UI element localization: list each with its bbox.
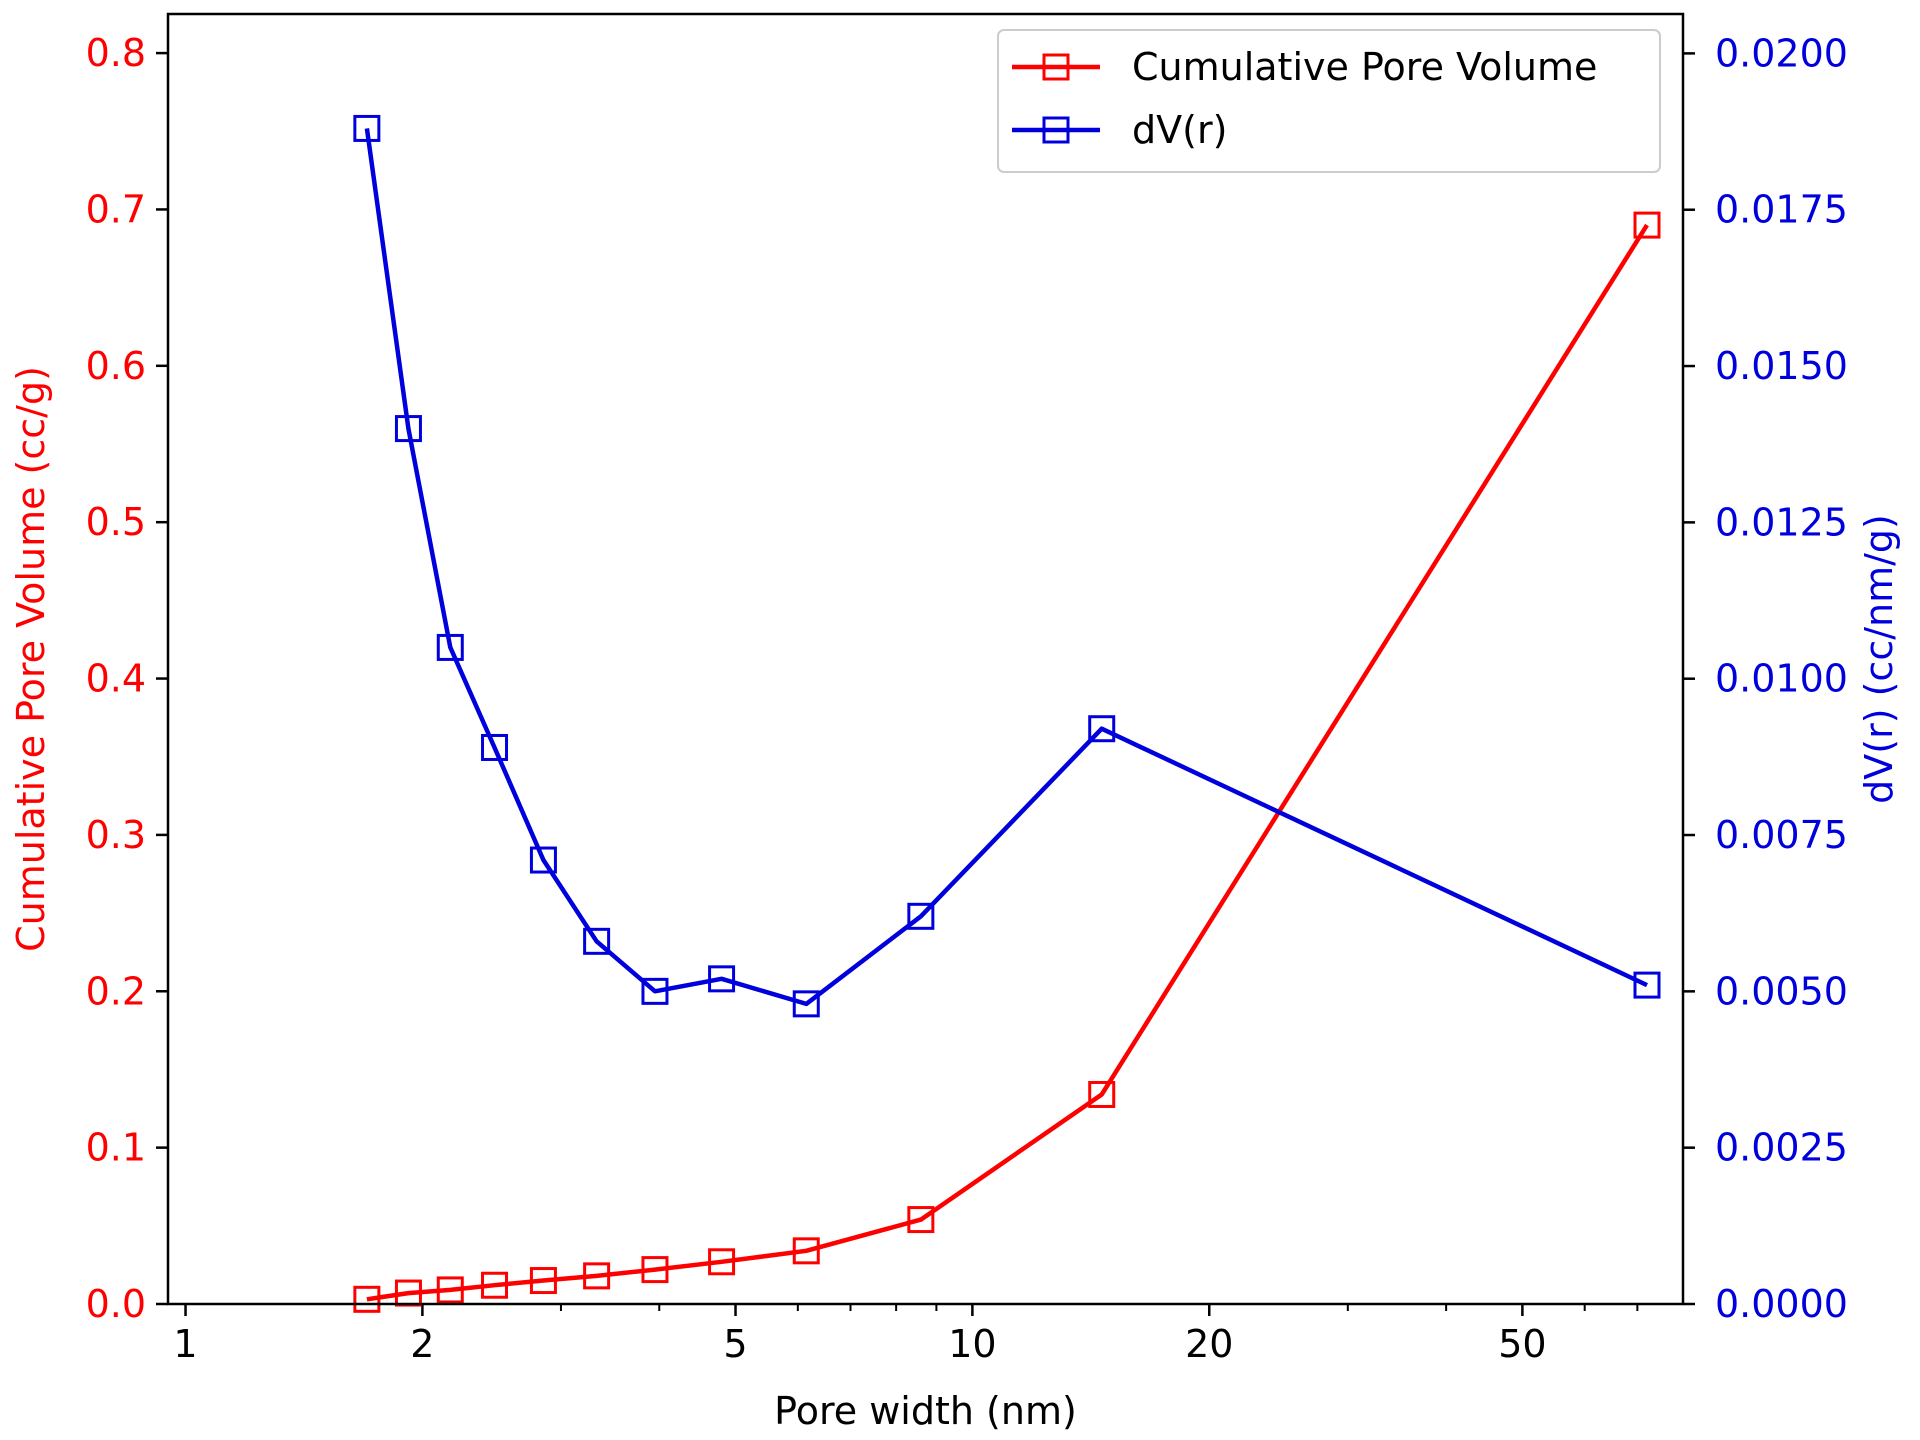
data-point-cumulative — [529, 1267, 557, 1295]
data-point-dv — [708, 965, 736, 993]
data-point-dv — [353, 114, 381, 142]
right-tick-label: 0.0075 — [1715, 813, 1848, 857]
left-tick-label: 0.2 — [86, 969, 146, 1013]
series-layer — [353, 114, 1661, 1313]
series-line-dv — [364, 128, 1648, 1007]
right-tick-label: 0.0050 — [1715, 969, 1848, 1013]
data-point-dv — [907, 902, 935, 930]
left-tick-label: 0.1 — [86, 1126, 146, 1170]
right-tick-label: 0.0175 — [1715, 188, 1848, 232]
legend: Cumulative Pore Volume dV(r) — [997, 29, 1661, 173]
data-point-dv — [1088, 715, 1116, 743]
data-point-dv — [641, 977, 669, 1005]
right-axis-ticks: 0.0000 0.0025 0.0050 0.0075 0.0100 0.0125 0.01… — [1683, 31, 1848, 1326]
x-tick-label: 20 — [1185, 1322, 1233, 1366]
right-tick-label: 0.0200 — [1715, 31, 1848, 75]
left-tick-label: 0.5 — [86, 500, 146, 544]
data-point-cumulative — [907, 1206, 935, 1234]
data-point-dv — [1633, 971, 1661, 999]
left-tick-label: 0.7 — [86, 187, 146, 231]
legend-label-dv: dV(r) — [1132, 108, 1227, 152]
data-point-cumulative — [481, 1271, 509, 1299]
legend-marker-cumulative — [1042, 53, 1070, 81]
data-point-cumulative — [1088, 1080, 1116, 1108]
right-tick-label: 0.0125 — [1715, 500, 1848, 544]
x-tick-label: 10 — [948, 1322, 996, 1366]
data-point-dv — [529, 846, 557, 874]
data-point-cumulative — [708, 1248, 736, 1276]
data-point-cumulative — [353, 1285, 381, 1313]
x-axis-label: Pore width (nm) — [774, 1389, 1077, 1433]
data-point-dv — [583, 927, 611, 955]
plot-frame — [166, 12, 1685, 1306]
legend-box — [997, 29, 1661, 173]
left-tick-label: 0.4 — [86, 657, 146, 701]
right-axis-label: dV(r) (cc/nm/g) — [1857, 514, 1901, 804]
data-point-dv — [481, 733, 509, 761]
data-point-cumulative — [436, 1276, 464, 1304]
data-point-dv — [394, 415, 422, 443]
x-axis-ticks: 1 2 5 10 20 50 — [173, 1304, 1639, 1366]
right-tick-label: 0.0000 — [1715, 1282, 1848, 1326]
legend-marker-dv — [1042, 116, 1070, 144]
data-point-cumulative — [583, 1262, 611, 1290]
data-point-dv — [436, 633, 464, 661]
left-tick-label: 0.6 — [86, 344, 146, 388]
series-line-cumulative — [366, 223, 1649, 1302]
left-tick-label: 0.8 — [86, 31, 146, 75]
data-point-cumulative — [792, 1237, 820, 1265]
right-tick-label: 0.0150 — [1715, 344, 1848, 388]
data-point-cumulative — [1633, 211, 1661, 239]
right-tick-label: 0.0025 — [1715, 1126, 1848, 1170]
x-tick-label: 1 — [173, 1322, 197, 1366]
legend-label-cumulative: Cumulative Pore Volume — [1132, 45, 1597, 89]
left-tick-label: 0.0 — [86, 1282, 146, 1326]
data-point-cumulative — [641, 1256, 669, 1284]
left-tick-label: 0.3 — [86, 813, 146, 857]
left-axis-label: Cumulative Pore Volume (cc/g) — [9, 366, 53, 952]
x-tick-label: 50 — [1498, 1322, 1546, 1366]
x-tick-label: 5 — [723, 1322, 747, 1366]
x-tick-label: 2 — [410, 1322, 434, 1366]
left-axis-ticks: 0.0 0.1 0.2 0.3 0.4 0.5 0.6 0.7 0.8 — [86, 31, 168, 1326]
data-point-dv — [792, 990, 820, 1018]
right-tick-label: 0.0100 — [1715, 657, 1848, 701]
